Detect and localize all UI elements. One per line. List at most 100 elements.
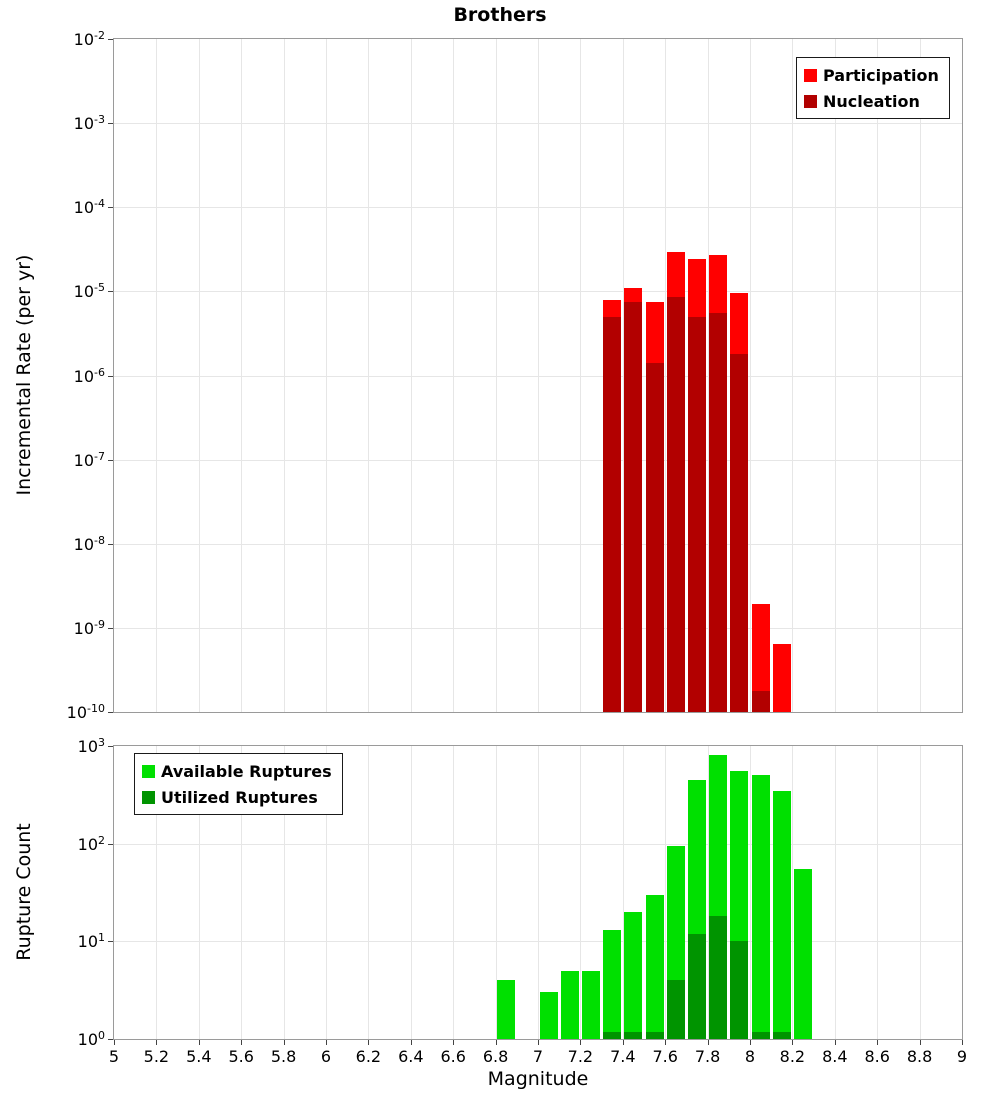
y-tick-label: 10-4 (73, 197, 105, 218)
nucleation-bar (645, 363, 664, 712)
x-tick-label: 8.2 (779, 1047, 806, 1066)
utilized-ruptures-swatch-icon (142, 790, 155, 804)
x-tick-label: 7.6 (652, 1047, 678, 1066)
x-tick-mark (919, 1040, 921, 1045)
x-gridline (198, 746, 200, 1039)
legend-label-available-ruptures: Available Ruptures (161, 761, 332, 781)
y-tick-mark (108, 712, 113, 713)
legend-label-utilized-ruptures: Utilized Ruptures (161, 787, 318, 807)
legend-label-nucleation: Nucleation (823, 91, 920, 111)
nucleation-bar (730, 354, 749, 712)
nucleation-bar (709, 313, 728, 712)
y-tick-label: 100 (77, 1028, 105, 1050)
x-tick-mark (326, 1040, 327, 1045)
x-tick-label: 8.6 (864, 1047, 890, 1066)
x-tick-mark (368, 1040, 370, 1045)
available-bar (497, 980, 516, 1039)
utilized-bar (751, 1032, 770, 1039)
legend-item-utilized-ruptures: Utilized Ruptures (142, 784, 332, 810)
y-tick-mark (108, 843, 113, 845)
y-tick-label: 10-7 (73, 449, 105, 470)
y-gridline (114, 291, 962, 293)
available-bar (772, 790, 791, 1039)
utilized-bar (709, 916, 728, 1039)
x-tick-label: 5.2 (143, 1047, 170, 1066)
utilized-bar (603, 1032, 622, 1039)
y-tick-label: 10-9 (73, 617, 105, 639)
x-tick-label: 7.8 (694, 1047, 721, 1066)
x-tick-mark (750, 1040, 751, 1045)
utilized-bar (666, 980, 685, 1039)
y-tick-label: 10-6 (73, 365, 105, 386)
chart-title: Brothers (453, 4, 547, 26)
x-tick-label: 9 (956, 1047, 968, 1066)
utilized-bar (772, 1032, 791, 1039)
x-gridline (792, 746, 794, 1039)
x-gridline (241, 746, 243, 1039)
x-tick-label: 5.6 (228, 1047, 254, 1066)
x-gridline (834, 746, 836, 1039)
x-tick-label: 5.4 (186, 1047, 212, 1066)
available-bar (560, 970, 579, 1039)
participation-bar (772, 643, 791, 712)
x-axis-label: Magnitude (487, 1068, 589, 1090)
legend-item-participation: Participation (804, 62, 939, 88)
utilized-bar (730, 941, 749, 1039)
available-bar (539, 992, 558, 1039)
x-tick-label: 6.2 (355, 1047, 382, 1066)
x-tick-mark (114, 1040, 115, 1045)
y-tick-mark (108, 627, 113, 629)
participation-bar (751, 604, 770, 712)
x-tick-mark (241, 1040, 243, 1045)
x-tick-mark (834, 1040, 836, 1045)
x-gridline (919, 746, 921, 1039)
legend-label-participation: Participation (823, 65, 939, 85)
y-tick-label: 101 (77, 931, 105, 952)
x-tick-mark (877, 1040, 879, 1045)
nucleation-swatch-icon (804, 94, 817, 108)
utilized-bar (645, 1032, 664, 1039)
x-gridline (368, 746, 370, 1039)
y-tick-label: 10-2 (73, 28, 105, 50)
x-gridline (665, 746, 667, 1039)
x-tick-label: 8 (744, 1047, 756, 1066)
legend-item-available-ruptures: Available Ruptures (142, 758, 332, 784)
x-tick-label: 5.8 (270, 1047, 297, 1066)
x-tick-mark (198, 1040, 200, 1045)
utilized-bar (624, 1032, 643, 1039)
x-tick-label: 6.8 (482, 1047, 509, 1066)
x-tick-mark (495, 1040, 497, 1045)
x-gridline (283, 746, 285, 1039)
x-gridline (410, 746, 412, 1039)
x-tick-label: 7 (532, 1047, 544, 1066)
participation-swatch-icon (804, 68, 817, 82)
x-tick-label: 8.8 (906, 1047, 933, 1066)
rupture-legend: Available Ruptures Utilized Ruptures (134, 753, 343, 815)
x-tick-mark (156, 1040, 158, 1045)
y-tick-mark (108, 746, 113, 747)
x-tick-mark (962, 1040, 963, 1045)
x-tick-mark (410, 1040, 412, 1045)
x-tick-mark (707, 1040, 709, 1045)
x-tick-label: 6.4 (398, 1047, 424, 1066)
y-tick-mark (108, 459, 113, 461)
available-bar (793, 869, 813, 1039)
available-bar (581, 970, 601, 1039)
nucleation-bar (687, 316, 707, 712)
x-tick-label: 7.2 (567, 1047, 594, 1066)
x-gridline (495, 746, 497, 1039)
y-gridline (114, 375, 962, 377)
nucleation-bar (624, 301, 643, 712)
x-tick-label: 8.4 (822, 1047, 848, 1066)
x-gridline (326, 746, 327, 1039)
y-gridline (114, 941, 962, 943)
x-tick-label: 5 (108, 1047, 120, 1066)
x-tick-mark (580, 1040, 582, 1045)
x-tick-mark (453, 1040, 455, 1045)
x-gridline (453, 746, 455, 1039)
available-ruptures-swatch-icon (142, 764, 155, 778)
y-gridline (114, 627, 962, 629)
rate-legend: Participation Nucleation (796, 57, 950, 119)
y-tick-mark (108, 1039, 113, 1040)
